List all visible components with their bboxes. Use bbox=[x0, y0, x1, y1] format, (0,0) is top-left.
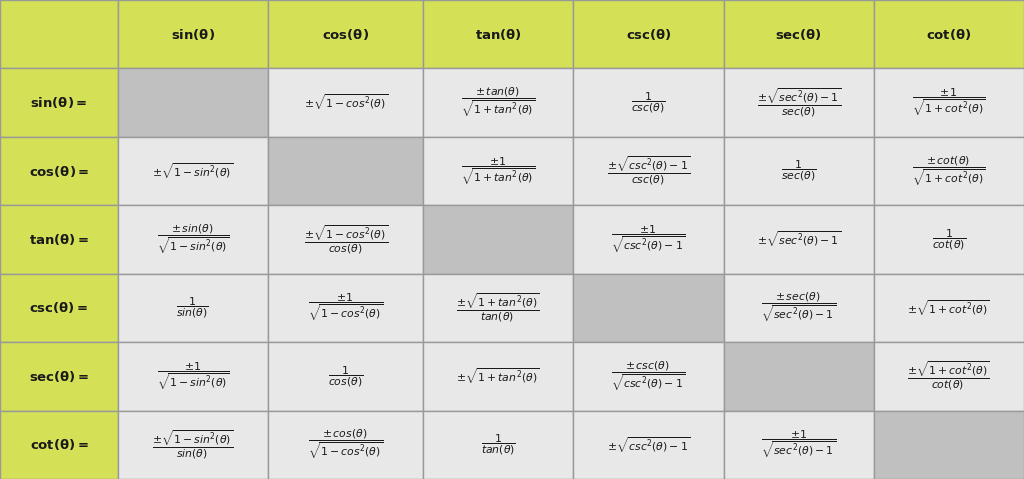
Bar bbox=[724, 137, 873, 205]
Text: $\mathbf{sin(\theta)}$: $\mathbf{sin(\theta)}$ bbox=[171, 27, 215, 42]
Bar bbox=[268, 205, 423, 274]
Text: $\dfrac{\pm\, cot(\theta)}{\sqrt{1 + cot^2(\theta)}}$: $\dfrac{\pm\, cot(\theta)}{\sqrt{1 + cot… bbox=[912, 155, 986, 188]
Text: $\pm\sqrt{1 - cos^2(\theta)}$: $\pm\sqrt{1 - cos^2(\theta)}$ bbox=[303, 93, 388, 113]
Text: $\dfrac{1}{cot(\theta)}$: $\dfrac{1}{cot(\theta)}$ bbox=[932, 228, 966, 251]
Text: $\mathbf{csc(\theta)}$: $\mathbf{csc(\theta)}$ bbox=[626, 27, 672, 42]
Bar bbox=[0, 274, 118, 342]
Text: $\dfrac{1}{sec(\theta)}$: $\dfrac{1}{sec(\theta)}$ bbox=[781, 159, 816, 183]
Text: $\dfrac{\pm\, sin(\theta)}{\sqrt{1 - sin^2(\theta)}}$: $\dfrac{\pm\, sin(\theta)}{\sqrt{1 - sin… bbox=[157, 223, 229, 256]
Bar bbox=[573, 274, 724, 342]
Bar bbox=[423, 205, 573, 274]
Bar bbox=[0, 205, 118, 274]
Bar bbox=[873, 411, 1024, 479]
Bar bbox=[118, 342, 268, 411]
Text: $\dfrac{\pm\, cos(\theta)}{\sqrt{1 - cos^2(\theta)}}$: $\dfrac{\pm\, cos(\theta)}{\sqrt{1 - cos… bbox=[308, 428, 383, 461]
Bar bbox=[423, 411, 573, 479]
Bar bbox=[423, 274, 573, 342]
Bar bbox=[0, 411, 118, 479]
Bar bbox=[118, 274, 268, 342]
Bar bbox=[268, 274, 423, 342]
Text: $\dfrac{\pm 1}{\sqrt{csc^2(\theta) - 1}}$: $\dfrac{\pm 1}{\sqrt{csc^2(\theta) - 1}}… bbox=[611, 224, 686, 255]
Bar bbox=[423, 342, 573, 411]
Bar bbox=[118, 205, 268, 274]
Bar bbox=[724, 411, 873, 479]
Bar bbox=[423, 137, 573, 205]
Text: $\mathbf{cos(\theta) =}$: $\mathbf{cos(\theta) =}$ bbox=[29, 163, 89, 179]
Text: $\dfrac{1}{cos(\theta)}$: $\dfrac{1}{cos(\theta)}$ bbox=[328, 364, 364, 388]
Bar bbox=[118, 137, 268, 205]
Bar bbox=[423, 0, 573, 68]
Text: $\mathbf{csc(\theta) =}$: $\mathbf{csc(\theta) =}$ bbox=[30, 300, 88, 316]
Text: $\mathbf{tan(\theta)}$: $\mathbf{tan(\theta)}$ bbox=[475, 27, 522, 42]
Text: $\dfrac{\pm\sqrt{1 + tan^2(\theta)}}{tan(\theta)}$: $\dfrac{\pm\sqrt{1 + tan^2(\theta)}}{tan… bbox=[457, 292, 540, 324]
Text: $\dfrac{\pm\, sec(\theta)}{\sqrt{sec^2(\theta) - 1}}$: $\dfrac{\pm\, sec(\theta)}{\sqrt{sec^2(\… bbox=[761, 291, 837, 324]
Text: $\dfrac{1}{sin(\theta)}$: $\dfrac{1}{sin(\theta)}$ bbox=[176, 296, 209, 320]
Bar bbox=[268, 68, 423, 137]
Text: $\dfrac{\pm 1}{\sqrt{1 - sin^2(\theta)}}$: $\dfrac{\pm 1}{\sqrt{1 - sin^2(\theta)}}… bbox=[157, 361, 229, 392]
Text: $\mathbf{cot(\theta) =}$: $\mathbf{cot(\theta) =}$ bbox=[30, 437, 88, 452]
Bar bbox=[0, 137, 118, 205]
Text: $\dfrac{\pm\sqrt{1 + cot^2(\theta)}}{cot(\theta)}$: $\dfrac{\pm\sqrt{1 + cot^2(\theta)}}{cot… bbox=[907, 360, 990, 392]
Text: $\dfrac{\pm\sqrt{1 - sin^2(\theta)}}{sin(\theta)}$: $\dfrac{\pm\sqrt{1 - sin^2(\theta)}}{sin… bbox=[153, 429, 233, 461]
Bar bbox=[873, 137, 1024, 205]
Text: $\dfrac{\pm\, csc(\theta)}{\sqrt{csc^2(\theta) - 1}}$: $\dfrac{\pm\, csc(\theta)}{\sqrt{csc^2(\… bbox=[611, 360, 686, 393]
Text: $\mathbf{sec(\theta) =}$: $\mathbf{sec(\theta) =}$ bbox=[29, 369, 89, 384]
Bar bbox=[873, 274, 1024, 342]
Text: $\mathbf{sec(\theta)}$: $\mathbf{sec(\theta)}$ bbox=[775, 27, 822, 42]
Bar bbox=[724, 342, 873, 411]
Text: $\dfrac{\pm\, 1}{\sqrt{1 + cot^2(\theta)}}$: $\dfrac{\pm\, 1}{\sqrt{1 + cot^2(\theta)… bbox=[912, 87, 986, 118]
Bar bbox=[724, 0, 873, 68]
Bar bbox=[0, 68, 118, 137]
Text: $\dfrac{\pm 1}{\sqrt{1 + tan^2(\theta)}}$: $\dfrac{\pm 1}{\sqrt{1 + tan^2(\theta)}}… bbox=[461, 156, 536, 187]
Text: $\dfrac{\pm 1}{\sqrt{1 - cos^2(\theta)}}$: $\dfrac{\pm 1}{\sqrt{1 - cos^2(\theta)}}… bbox=[308, 292, 383, 323]
Bar bbox=[268, 0, 423, 68]
Bar bbox=[873, 342, 1024, 411]
Text: $\dfrac{\pm\sqrt{sec^2(\theta) - 1}}{sec(\theta)}$: $\dfrac{\pm\sqrt{sec^2(\theta) - 1}}{sec… bbox=[757, 87, 841, 119]
Text: $\mathbf{sin(\theta) =}$: $\mathbf{sin(\theta) =}$ bbox=[31, 95, 87, 110]
Bar bbox=[268, 411, 423, 479]
Bar bbox=[724, 205, 873, 274]
Bar bbox=[724, 68, 873, 137]
Text: $\pm\sqrt{csc^2(\theta) - 1}$: $\pm\sqrt{csc^2(\theta) - 1}$ bbox=[607, 435, 690, 455]
Text: $\dfrac{\pm\sqrt{csc^2(\theta) - 1}}{csc(\theta)}$: $\dfrac{\pm\sqrt{csc^2(\theta) - 1}}{csc… bbox=[607, 155, 690, 187]
Bar bbox=[268, 137, 423, 205]
Bar bbox=[0, 342, 118, 411]
Bar bbox=[573, 205, 724, 274]
Text: $\dfrac{1}{csc(\theta)}$: $\dfrac{1}{csc(\theta)}$ bbox=[631, 91, 666, 115]
Bar bbox=[118, 411, 268, 479]
Text: $\dfrac{\pm\, tan(\theta)}{\sqrt{1 + tan^2(\theta)}}$: $\dfrac{\pm\, tan(\theta)}{\sqrt{1 + tan… bbox=[461, 86, 536, 119]
Text: $\mathbf{cos(\theta)}$: $\mathbf{cos(\theta)}$ bbox=[323, 27, 369, 42]
Bar bbox=[118, 0, 268, 68]
Text: $\dfrac{1}{tan(\theta)}$: $\dfrac{1}{tan(\theta)}$ bbox=[481, 433, 516, 457]
Text: $\pm\sqrt{1 + cot^2(\theta)}$: $\pm\sqrt{1 + cot^2(\theta)}$ bbox=[907, 298, 990, 318]
Text: $\mathbf{cot(\theta)}$: $\mathbf{cot(\theta)}$ bbox=[926, 27, 972, 42]
Text: $\pm\sqrt{1 + tan^2(\theta)}$: $\pm\sqrt{1 + tan^2(\theta)}$ bbox=[457, 366, 540, 386]
Bar bbox=[423, 68, 573, 137]
Text: $\dfrac{\pm 1}{\sqrt{sec^2(\theta) - 1}}$: $\dfrac{\pm 1}{\sqrt{sec^2(\theta) - 1}}… bbox=[761, 429, 837, 460]
Text: $\mathbf{tan(\theta) =}$: $\mathbf{tan(\theta) =}$ bbox=[29, 232, 89, 247]
Bar bbox=[0, 0, 118, 68]
Bar bbox=[873, 205, 1024, 274]
Bar bbox=[268, 342, 423, 411]
Bar bbox=[573, 137, 724, 205]
Text: $\pm\sqrt{sec^2(\theta) - 1}$: $\pm\sqrt{sec^2(\theta) - 1}$ bbox=[757, 229, 841, 250]
Bar bbox=[573, 0, 724, 68]
Bar bbox=[573, 342, 724, 411]
Bar bbox=[724, 274, 873, 342]
Bar bbox=[573, 411, 724, 479]
Text: $\dfrac{\pm\sqrt{1 - cos^2(\theta)}}{cos(\theta)}$: $\dfrac{\pm\sqrt{1 - cos^2(\theta)}}{cos… bbox=[303, 224, 388, 255]
Text: $\pm\sqrt{1 - sin^2(\theta)}$: $\pm\sqrt{1 - sin^2(\theta)}$ bbox=[153, 161, 233, 181]
Bar bbox=[573, 68, 724, 137]
Bar bbox=[118, 68, 268, 137]
Bar bbox=[873, 0, 1024, 68]
Bar bbox=[873, 68, 1024, 137]
